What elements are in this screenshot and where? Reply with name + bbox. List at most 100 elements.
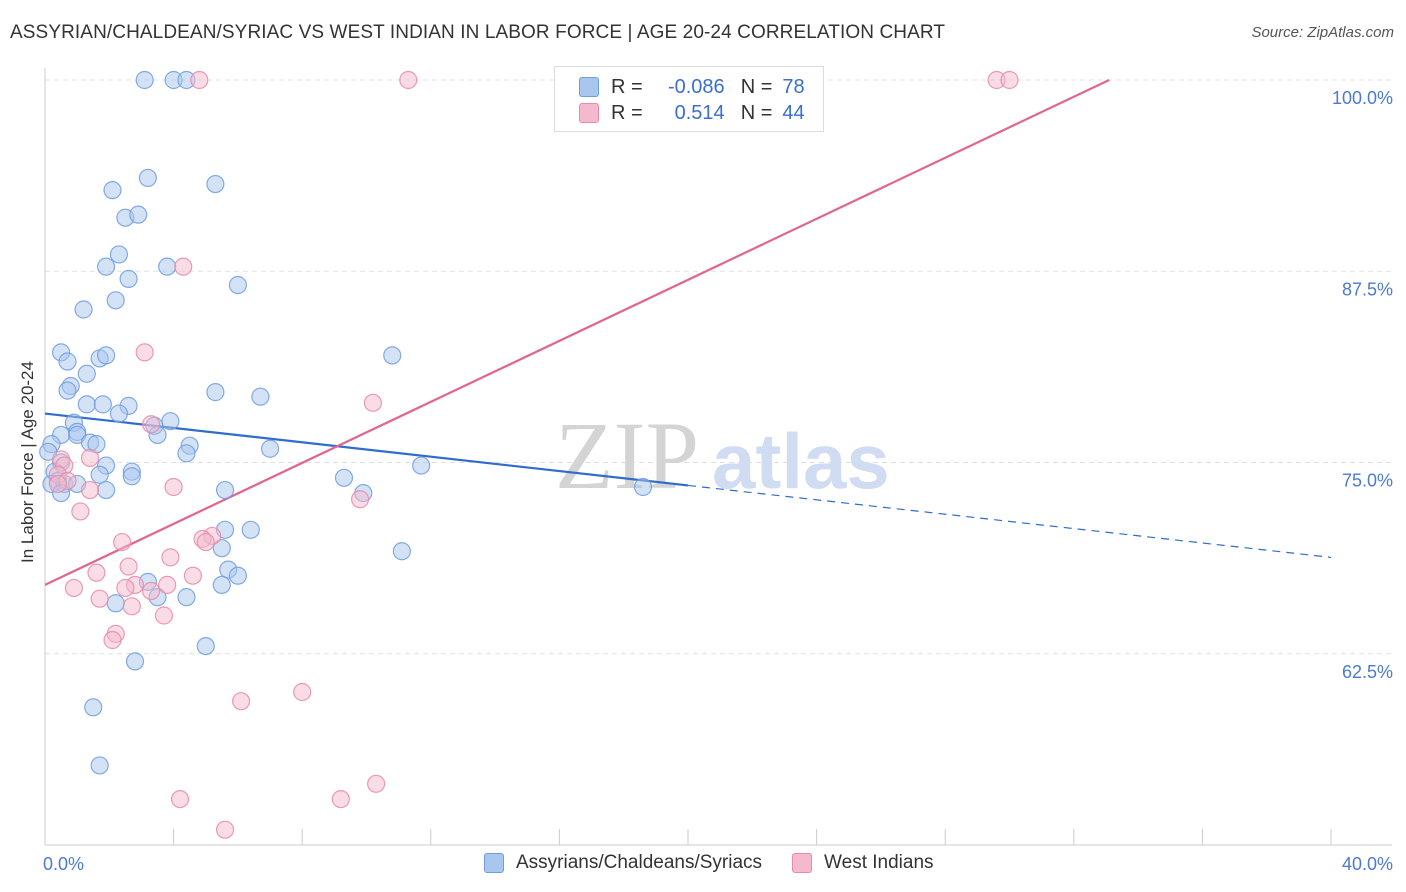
assyrian-point: [392, 542, 411, 561]
legend-item-label: West Indians: [824, 852, 934, 873]
legend-n-label: N =: [740, 75, 773, 98]
west-indian-point: [196, 532, 215, 552]
west-indian-point: [215, 820, 235, 839]
source-label: Source: ZipAtlas.com: [1251, 24, 1394, 41]
pink-swatch: [579, 103, 599, 123]
west-indian-point: [1000, 70, 1019, 90]
assyrian-point: [119, 269, 138, 288]
assyrian-point: [215, 480, 235, 500]
assyrian-point: [96, 257, 116, 276]
assyrian-trendline-extension: [687, 484, 1332, 558]
west-indian-point: [119, 557, 138, 576]
west-indian-point: [183, 566, 202, 585]
west-indian-point: [122, 597, 141, 616]
assyrian-point: [161, 412, 180, 431]
gridlines: [45, 79, 1392, 655]
assyrian-point: [228, 275, 247, 295]
x-tick-label: 0.0%: [43, 854, 84, 874]
assyrian-point: [206, 383, 225, 402]
west-indian-point: [80, 448, 100, 468]
y-tick-label: 62.5%: [1342, 662, 1393, 682]
legend-n-label: N =: [740, 101, 773, 124]
west-indian-point: [48, 474, 67, 494]
west-indian-point: [103, 630, 122, 650]
west-indian-point: [174, 257, 193, 276]
watermark: ZIP atlas: [555, 402, 890, 509]
west-indian-point: [293, 682, 312, 702]
trendlines: [44, 79, 1332, 586]
assyrian-point: [158, 257, 177, 276]
west-indian-point: [232, 692, 251, 711]
assyrian-point: [109, 404, 129, 423]
assyrian-point: [241, 520, 260, 539]
assyrian-point: [96, 346, 116, 365]
y-tick-labels: 62.5% 75.0% 87.5% 100.0%: [1332, 88, 1393, 682]
blue-swatch: [484, 853, 504, 873]
assyrian-point: [212, 575, 231, 595]
assyrian-point: [228, 566, 247, 585]
west-indian-point: [113, 532, 132, 552]
y-axis-label: In Labor Force | Age 20-24: [18, 361, 37, 563]
west-indian-point: [161, 548, 180, 567]
pink-swatch: [792, 853, 813, 873]
watermark-atlas: atlas: [712, 417, 890, 505]
assyrian-point: [58, 381, 77, 400]
legend-item-west-indians[interactable]: West Indians: [792, 852, 934, 874]
west-indian-point: [331, 789, 350, 809]
assyrian-point: [58, 352, 77, 371]
assyrian-point: [84, 698, 103, 717]
west-indian-point: [399, 70, 418, 90]
assyrian-point: [77, 395, 96, 414]
assyrian-point: [90, 465, 109, 484]
assyrian-point: [106, 594, 125, 613]
assyrian-point: [212, 539, 231, 558]
west-indian-point: [141, 415, 161, 434]
west-indian-point: [363, 393, 383, 412]
legend-item-label: Assyrians/Chaldeans/Syriacs: [516, 852, 763, 873]
west-indian-trendline: [44, 79, 1110, 586]
west-indian-point: [158, 575, 177, 595]
x-tick-label: 40.0%: [1342, 854, 1393, 874]
west-indian-point: [190, 70, 209, 90]
assyrian-point: [383, 346, 402, 365]
assyrian-point: [106, 291, 125, 310]
assyrian-point: [251, 387, 270, 406]
legend-r-value: 0.514: [674, 101, 725, 124]
assyrian-point: [90, 756, 109, 775]
legend-item-assyrians[interactable]: Assyrians/Chaldeans/Syriacs: [484, 852, 762, 874]
west-indian-point: [164, 477, 183, 497]
y-tick-label: 87.5%: [1342, 279, 1393, 299]
x-tick-labels: 0.0% 40.0%: [43, 854, 1393, 874]
west-indian-point: [170, 789, 190, 809]
data-points: [39, 70, 1019, 839]
series-legend: Assyrians/Chaldeans/Syriacs West Indians: [484, 852, 964, 874]
west-indian-point: [350, 490, 370, 509]
assyrian-point: [138, 168, 157, 188]
assyrian-point: [93, 395, 112, 414]
legend-r-label: R =: [611, 75, 643, 98]
assyrian-point: [177, 444, 196, 463]
legend-r-label: R =: [611, 101, 643, 124]
assyrian-point: [109, 245, 129, 264]
assyrian-point: [334, 468, 354, 487]
assyrian-point: [412, 456, 431, 475]
west-indian-point: [367, 774, 386, 793]
assyrian-point: [196, 636, 215, 656]
y-tick-label: 100.0%: [1332, 88, 1393, 108]
legend-r-value: -0.086: [667, 75, 725, 98]
blue-swatch: [579, 77, 599, 97]
legend-row-pink: R = 0.514 N = 44: [579, 100, 805, 126]
legend-n-value: 44: [782, 101, 805, 124]
west-indian-point: [64, 578, 84, 598]
assyrian-point: [135, 70, 154, 90]
west-indian-point: [87, 563, 106, 582]
assyrian-point: [103, 181, 122, 200]
assyrian-point: [77, 364, 96, 383]
assyrian-point: [74, 300, 93, 319]
west-indian-point: [80, 480, 100, 500]
assyrian-point: [96, 480, 116, 500]
assyrian-point: [206, 174, 225, 194]
assyrian-point: [260, 439, 280, 458]
assyrian-point: [125, 652, 145, 671]
